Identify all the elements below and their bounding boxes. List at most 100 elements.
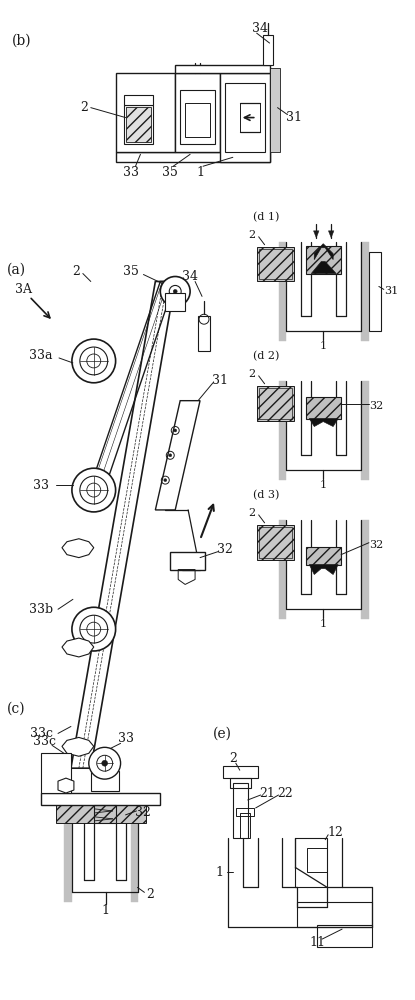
Text: 31: 31 [212,374,228,387]
Text: 2: 2 [248,230,255,240]
Bar [91,771,119,791]
Bar [41,793,160,805]
Circle shape [173,289,177,293]
Bar [116,152,270,162]
Polygon shape [309,565,338,574]
Bar [259,527,293,558]
Circle shape [160,277,190,306]
Polygon shape [155,401,200,510]
Text: 3A: 3A [15,283,32,296]
Text: 21: 21 [260,787,276,800]
Bar [124,95,154,105]
Text: 1: 1 [320,341,327,351]
Bar [131,823,139,902]
Bar [369,252,381,331]
Polygon shape [58,778,74,793]
Bar [223,766,258,778]
Bar [165,293,185,311]
Text: (a): (a) [7,263,26,277]
Text: 11: 11 [309,936,325,949]
Text: 2: 2 [146,888,154,901]
Text: 32: 32 [217,543,233,556]
Text: 33: 33 [33,479,49,492]
Bar [308,848,327,872]
Polygon shape [328,231,334,238]
Text: (e): (e) [212,726,232,740]
Polygon shape [314,244,333,260]
Circle shape [72,339,116,383]
Text: 33: 33 [122,166,139,179]
Polygon shape [71,281,175,768]
Polygon shape [311,262,336,274]
Text: 33: 33 [117,732,134,745]
Text: 32: 32 [369,540,383,550]
Bar [175,65,270,73]
Text: 33c: 33c [33,735,56,748]
Circle shape [72,468,116,512]
Text: 12: 12 [327,826,343,839]
Bar [256,386,294,421]
Text: 1: 1 [196,166,204,179]
Bar [361,381,369,480]
Bar [256,247,294,281]
Bar [263,35,273,65]
Bar [240,103,260,132]
Bar [306,547,341,565]
Bar [198,316,210,351]
Text: 31: 31 [286,111,303,124]
Text: 34: 34 [251,22,268,35]
Circle shape [164,479,167,482]
Circle shape [174,429,177,432]
Text: (b): (b) [12,34,31,48]
Text: 31: 31 [383,286,398,296]
Bar [306,397,341,419]
Text: 33a: 33a [29,349,53,362]
Bar [270,68,280,152]
Text: 32: 32 [369,401,383,411]
Circle shape [89,747,121,779]
Circle shape [169,454,172,457]
Bar [278,381,286,480]
Text: 2: 2 [248,369,255,379]
Bar [175,73,220,152]
Bar [124,105,154,144]
Circle shape [102,760,107,766]
Text: 2: 2 [248,508,255,518]
Bar [236,808,254,816]
Bar [126,107,151,142]
Bar [259,388,293,419]
Polygon shape [62,638,94,657]
Bar [180,90,215,144]
Text: 1: 1 [320,480,327,490]
Text: (c): (c) [7,702,26,716]
Bar [220,73,270,162]
Polygon shape [309,419,338,426]
Bar [298,902,372,927]
Text: (d 1): (d 1) [254,212,280,222]
Text: 32: 32 [135,806,151,819]
Text: 33c: 33c [29,727,53,740]
Text: 2: 2 [80,101,88,114]
Bar [306,246,341,274]
Bar [240,813,250,838]
Bar [256,525,294,560]
Text: 35: 35 [122,265,139,278]
Bar [278,520,286,619]
Text: 1: 1 [216,866,224,879]
Text: 1: 1 [320,619,327,629]
Polygon shape [313,231,319,238]
Text: 1: 1 [102,904,110,917]
Text: 34: 34 [182,270,198,283]
Bar [278,242,286,341]
Circle shape [72,607,116,651]
Bar [230,778,251,788]
Text: 33b: 33b [29,603,53,616]
Text: 2: 2 [72,265,80,278]
Bar [317,925,372,947]
Polygon shape [62,539,94,558]
Text: 35: 35 [162,166,178,179]
Bar [361,242,369,341]
Bar [259,249,293,279]
Bar [41,753,71,793]
Bar [295,838,327,887]
